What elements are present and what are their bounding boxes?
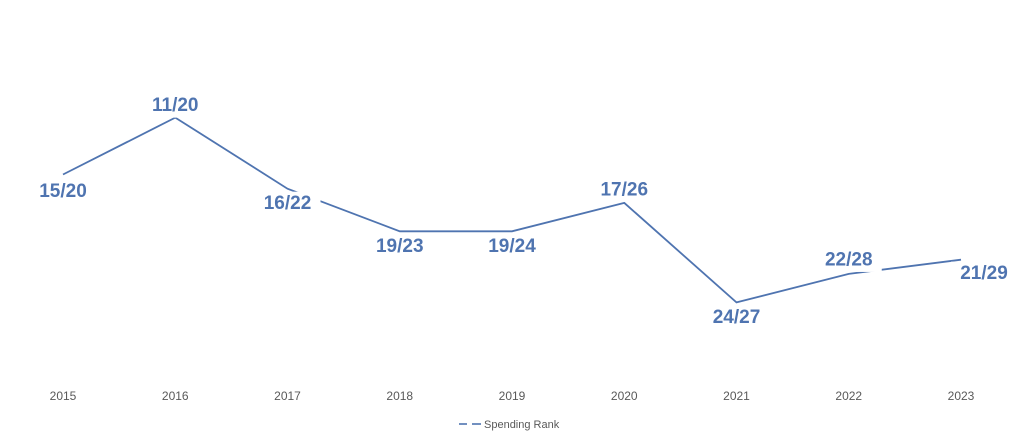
data-label-background [30, 179, 96, 204]
series-layer [62, 116, 962, 304]
x-tick-label-2018: 2018 [386, 389, 413, 403]
data-label-2015: 15/20 [39, 181, 87, 202]
legend-entry-label: Spending Rank [484, 419, 560, 431]
data-label-background [479, 234, 545, 259]
data-label-2023: 21/29 [960, 263, 1008, 284]
x-tick-label-2016: 2016 [162, 389, 189, 403]
x-tick-label-2020: 2020 [611, 389, 638, 403]
x-tick-label-2023: 2023 [948, 389, 975, 403]
data-label-background [815, 247, 882, 272]
x-tick-label-2019: 2019 [499, 389, 526, 403]
data-label-background [366, 234, 433, 259]
x-tick-label-2015: 2015 [50, 389, 77, 403]
data-label-layer: 15/20 11/20 16/22 19/23 19/24 17/26 24/27 22/28… [30, 93, 1017, 330]
data-label-background [591, 177, 658, 202]
data-label-2018: 19/23 [376, 236, 424, 257]
data-label-2019: 19/24 [488, 236, 536, 257]
series-line-spending-rank [62, 116, 962, 304]
x-axis-tick-labels: 2015 2016 2017 2018 2019 2020 2021 2022 2023 [50, 389, 975, 403]
legend: Spending Rank [459, 419, 560, 431]
data-label-background [254, 191, 321, 216]
x-tick-label-2022: 2022 [835, 389, 862, 403]
data-label-background [142, 93, 209, 118]
data-label-2021: 24/27 [713, 307, 761, 328]
x-tick-label-2021: 2021 [723, 389, 750, 403]
data-label-2017: 16/22 [264, 193, 312, 214]
data-label-2022: 22/28 [825, 249, 873, 270]
x-tick-label-2017: 2017 [274, 389, 301, 403]
data-label-background [703, 305, 770, 330]
data-label-2020: 17/26 [600, 179, 648, 200]
data-label-background [951, 261, 1017, 286]
data-label-2016: 11/20 [152, 95, 199, 116]
